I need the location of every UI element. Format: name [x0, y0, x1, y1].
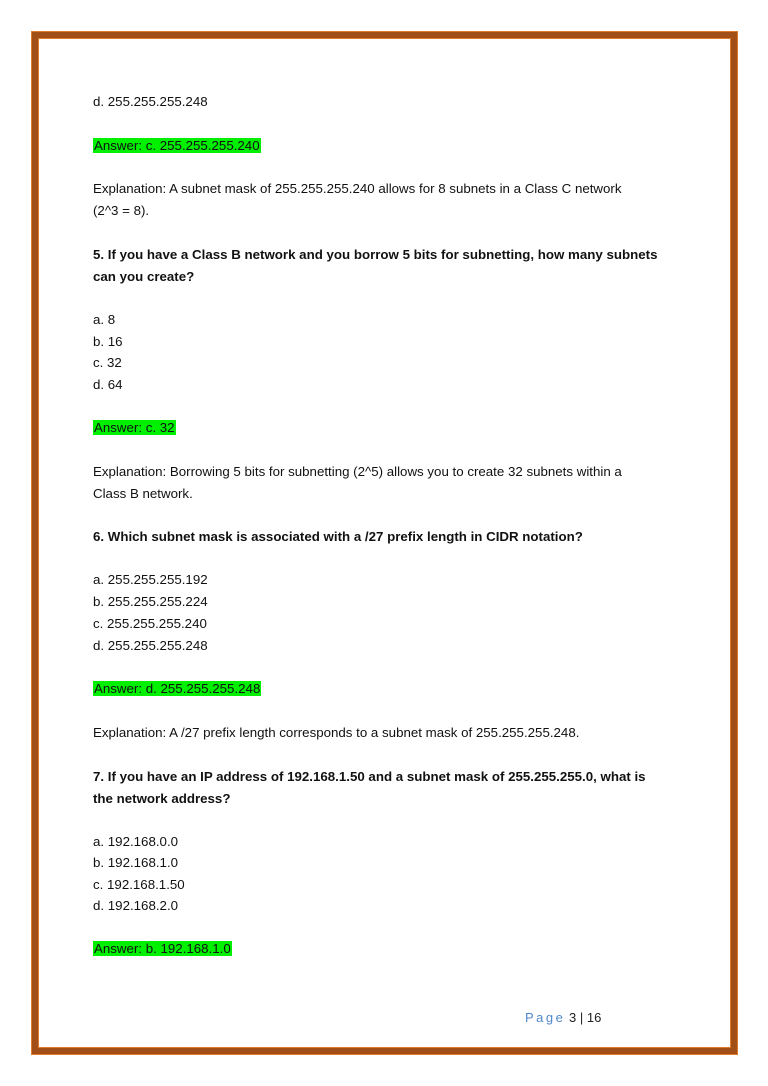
text-line: Explanation: A /27 prefix length corresp… [93, 724, 579, 742]
line-text: c. 32 [93, 355, 122, 370]
text-line: b. 255.255.255.224 [93, 593, 208, 611]
page-separator: | [579, 1010, 584, 1025]
page-border [32, 32, 737, 1054]
question-line: the network address? [93, 790, 230, 808]
line-text: Explanation: A subnet mask of 255.255.25… [93, 181, 622, 196]
line-text: Class B network. [93, 486, 193, 501]
line-text: Answer: d. 255.255.255.248 [93, 681, 262, 696]
line-text: 6. Which subnet mask is associated with … [93, 529, 583, 544]
line-text: Explanation: A /27 prefix length corresp… [93, 725, 580, 740]
line-text: c. 192.168.1.50 [93, 877, 185, 892]
question-line: can you create? [93, 268, 194, 286]
text-line: b. 16 [93, 333, 123, 351]
text-line: c. 192.168.1.50 [93, 876, 185, 894]
question-line: 7. If you have an IP address of 192.168.… [93, 768, 646, 786]
line-text: d. 192.168.2.0 [93, 898, 179, 913]
text-line: (2^3 = 8). [93, 202, 149, 220]
text-line: b. 192.168.1.0 [93, 854, 178, 872]
page-label: Page [525, 1010, 566, 1025]
line-text: Explanation: Borrowing 5 bits for subnet… [93, 464, 622, 479]
question-line: 5. If you have a Class B network and you… [93, 246, 657, 264]
text-line: Class B network. [93, 485, 193, 503]
text-line: d. 255.255.255.248 [93, 637, 208, 655]
page-footer: Page 3 | 16 [525, 1010, 601, 1025]
line-text: Answer: b. 192.168.1.0 [93, 941, 232, 956]
answer-line: Answer: c. 32 [93, 419, 176, 437]
line-text: b. 192.168.1.0 [93, 855, 179, 870]
text-line: a. 255.255.255.192 [93, 571, 208, 589]
line-text: can you create? [93, 269, 195, 284]
text-line: a. 8 [93, 311, 115, 329]
line-text: 5. If you have a Class B network and you… [93, 247, 658, 262]
line-text: d. 64 [93, 377, 123, 392]
line-text: the network address? [93, 791, 231, 806]
line-text: a. 255.255.255.192 [93, 572, 208, 587]
line-text: a. 192.168.0.0 [93, 834, 179, 849]
page-total: 16 [586, 1010, 602, 1025]
text-line: d. 64 [93, 376, 123, 394]
page-number: 3 [569, 1010, 577, 1025]
line-text: b. 16 [93, 334, 123, 349]
text-line: c. 255.255.255.240 [93, 615, 207, 633]
text-line: d. 192.168.2.0 [93, 897, 178, 915]
answer-line: Answer: d. 255.255.255.248 [93, 680, 262, 698]
line-text: c. 255.255.255.240 [93, 616, 207, 631]
line-text: 7. If you have an IP address of 192.168.… [93, 769, 646, 784]
answer-line: Answer: b. 192.168.1.0 [93, 940, 232, 958]
text-line: c. 32 [93, 354, 122, 372]
line-text: Answer: c. 255.255.255.240 [93, 138, 261, 153]
question-line: 6. Which subnet mask is associated with … [93, 528, 583, 546]
line-text: b. 255.255.255.224 [93, 594, 208, 609]
line-text: d. 255.255.255.248 [93, 94, 208, 109]
line-text: a. 8 [93, 312, 116, 327]
text-line: a. 192.168.0.0 [93, 833, 178, 851]
answer-line: Answer: c. 255.255.255.240 [93, 137, 261, 155]
line-text: (2^3 = 8). [93, 203, 150, 218]
text-line: Explanation: Borrowing 5 bits for subnet… [93, 463, 622, 481]
text-line: d. 255.255.255.248 [93, 93, 208, 111]
text-line: Explanation: A subnet mask of 255.255.25… [93, 180, 622, 198]
line-text: Answer: c. 32 [93, 420, 176, 435]
line-text: d. 255.255.255.248 [93, 638, 208, 653]
